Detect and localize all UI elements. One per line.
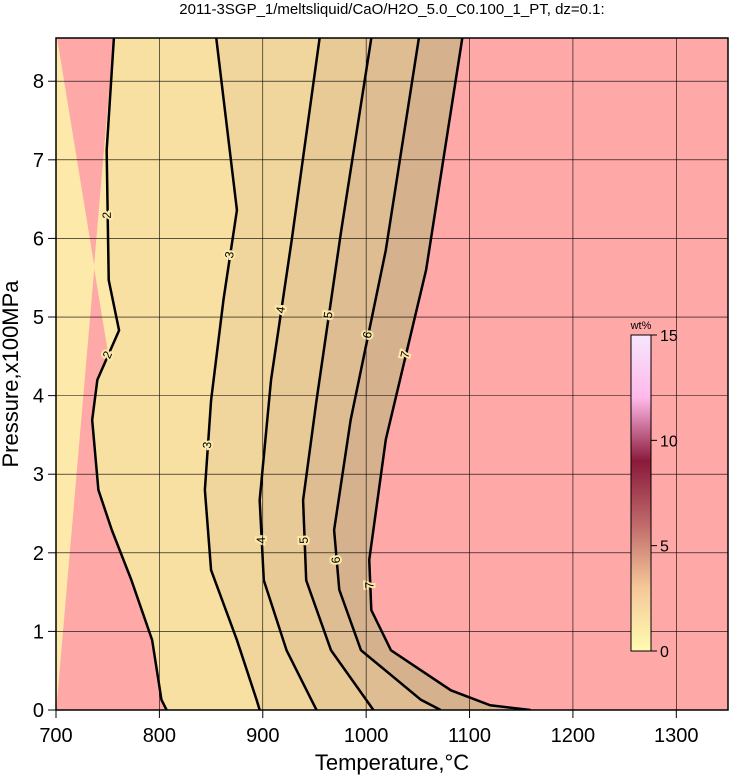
y-axis-label: Pressure,x100MPa [0,280,23,468]
colorbar-tick-label: 10 [660,433,678,450]
y-tick-label: 7 [33,150,44,172]
colorbar-tick-label: 15 [660,328,678,345]
x-tick-label: 1100 [448,725,491,747]
contour-line [368,38,531,710]
colorbar-label: wt% [630,320,652,332]
contour-label: 2 [100,211,114,218]
plot-frame [55,37,729,711]
contour-label: 3 [200,441,214,449]
colorbar [630,334,652,652]
x-tick-label: 700 [39,725,72,747]
contour-line [203,38,261,710]
x-tick-label: 1300 [654,725,699,747]
y-tick-label: 8 [33,71,44,93]
colorbar-tick-label: 0 [660,644,669,661]
x-tick-label: 800 [143,725,176,747]
y-tick-label: 0 [33,700,44,722]
y-tick-label: 5 [33,307,44,329]
contour-line [332,38,442,710]
y-tick-label: 6 [33,228,44,250]
y-tick-label: 1 [33,621,44,643]
contour-line [258,38,321,710]
y-tick-label: 3 [33,464,44,486]
chart-title: 2011-3SGP_1/meltsliquid/CaO/H2O_5.0_C0.1… [179,1,604,18]
contour-line [301,38,375,710]
x-tick-label: 900 [246,725,279,747]
contour-label: 7 [362,581,376,589]
x-axis-label: Temperature,°C [315,750,469,775]
contour-label: 5 [297,536,311,544]
y-tick-label: 4 [33,386,44,408]
contour-label: 4 [254,536,268,544]
x-tick-label: 1000 [344,725,389,747]
contour-line [90,38,168,710]
x-tick-label: 1200 [551,725,596,747]
y-tick-label: 2 [33,543,44,565]
colorbar-tick-label: 5 [660,539,669,556]
